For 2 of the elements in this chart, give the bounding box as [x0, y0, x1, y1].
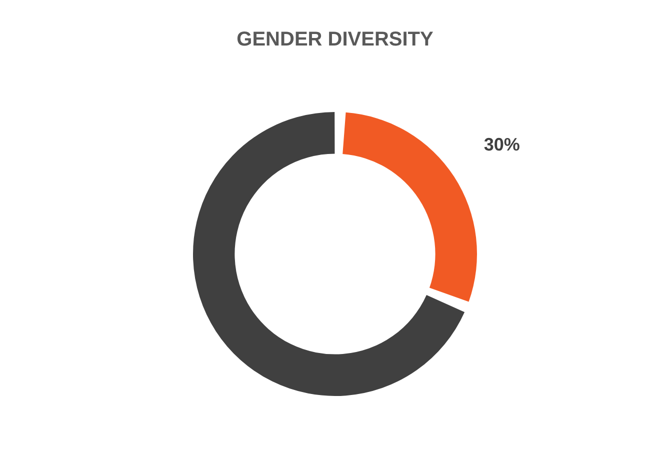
- chart-title: GENDER DIVERSITY: [236, 28, 434, 51]
- data-label: 30%: [484, 134, 520, 155]
